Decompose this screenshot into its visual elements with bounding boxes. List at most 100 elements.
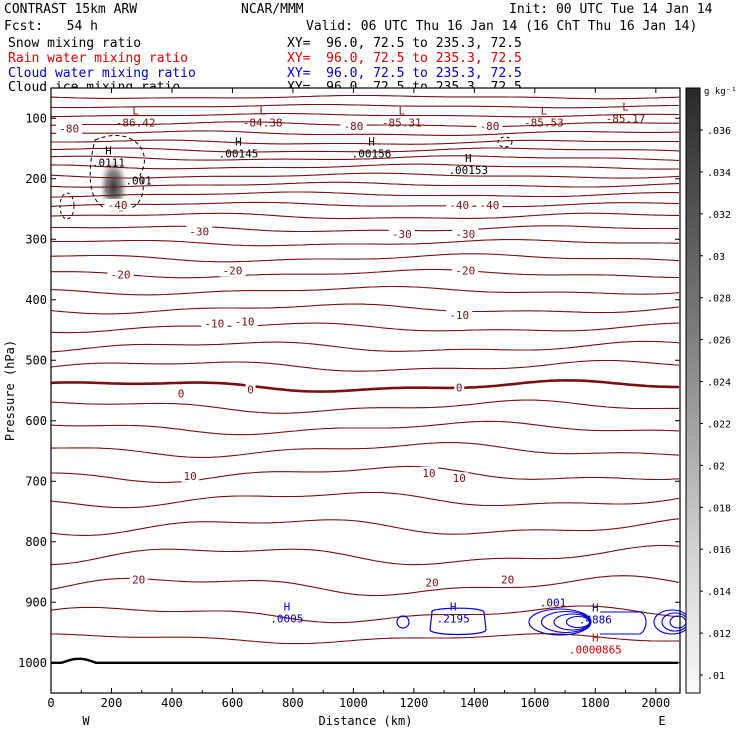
contour-label-bg: [176, 387, 187, 400]
contour-label-bg: [129, 573, 148, 586]
contour-label: -20: [111, 268, 131, 281]
colorbar-unit: g kg⁻¹: [704, 87, 737, 97]
contour-label-bg: [452, 264, 479, 277]
temperature-contour: [50, 378, 680, 393]
temperature-contour: [51, 191, 680, 198]
contour-label-bg: [476, 198, 503, 211]
colorbar-tick-label: .02: [707, 461, 725, 472]
y-tick-label: 100: [25, 111, 47, 125]
temperature-contour: [51, 442, 680, 458]
colorbar-tick-label: .032: [707, 210, 731, 221]
contour-label-bg: [104, 198, 131, 211]
temperature-contour: [50, 212, 679, 220]
cloud-water-contour: [429, 607, 487, 636]
colorbar-tick-label: .028: [707, 294, 731, 305]
x-tick-label: 1000: [339, 696, 368, 710]
x-axis-label: Distance (km): [319, 714, 413, 728]
org-label: NCAR/MMM: [241, 2, 304, 17]
contour-label: -40: [480, 199, 500, 212]
temperature-contour: [51, 225, 679, 233]
contour-label: -40: [108, 199, 128, 212]
colorbar-tick-label: .024: [707, 378, 731, 389]
valid-time: Valid: 06 UTC Thu 16 Jan 14 (16 ChT Thu …: [306, 19, 698, 34]
extremum-symbol: H: [465, 152, 472, 165]
extremum-symbol: H: [450, 601, 457, 614]
y-tick-label: 800: [25, 535, 47, 549]
extremum-value: .00156: [352, 148, 392, 161]
temperature-contour: [50, 155, 680, 161]
init-time: Init: 00 UTC Tue 14 Jan 14: [509, 2, 713, 17]
x-tick-label: 400: [161, 696, 183, 710]
contour-label: 0: [178, 388, 185, 401]
temperature-contour: [50, 491, 680, 509]
contour-label: -20: [223, 265, 243, 278]
temperature-contour: [51, 633, 680, 645]
temperature-contour: [51, 465, 680, 484]
contour-label: 10: [453, 472, 466, 485]
contour-label-bg: [476, 120, 503, 133]
contour-label-bg: [454, 381, 465, 394]
extremum-value: .00153: [448, 164, 488, 177]
y-tick-label: 600: [25, 414, 47, 428]
contour-label-bg: [446, 198, 473, 211]
temperature-contour: [50, 544, 680, 566]
temperature-contour: [50, 94, 680, 100]
forecast-hour: Fcst: 54 h: [4, 19, 98, 34]
contour-label: -40: [449, 199, 469, 212]
temperature-contour: [50, 518, 680, 536]
temperature-contour: [50, 303, 680, 315]
temperature-contour: [51, 163, 679, 170]
extremum-value: .00145: [219, 148, 259, 161]
east-endpoint-label: E: [658, 714, 665, 728]
temperature-contour: [51, 130, 679, 136]
contour-label: -80: [480, 120, 500, 133]
y-tick-label: 300: [25, 232, 47, 246]
contour-label: -20: [455, 265, 475, 278]
extremum-symbol: H: [235, 136, 242, 149]
contour-label-bg: [498, 573, 517, 586]
y-tick-label: 900: [25, 595, 47, 609]
contour-label-bg: [423, 576, 442, 589]
contour-label-bg: [107, 268, 134, 281]
temperature-contour: [50, 112, 680, 118]
temperature-contour: [50, 103, 679, 109]
contour-label: -30: [189, 225, 209, 238]
x-tick-label: 2000: [641, 696, 670, 710]
temperature-contour: [50, 322, 680, 334]
extremum-value: .4886: [579, 613, 612, 626]
contour-label: 20: [501, 573, 514, 586]
extremum-value: -85.53: [524, 117, 564, 130]
model-title: CONTRAST 15km ARW: [4, 2, 138, 17]
colorbar-tick-label: .01: [707, 671, 725, 682]
extremum-value: .0005: [270, 613, 303, 626]
extremum-value: .001: [125, 175, 152, 188]
colorbar-tick-label: .036: [707, 126, 731, 137]
contour-label: 20: [132, 573, 145, 586]
x-tick-label: 0: [47, 696, 54, 710]
y-tick-label: 200: [25, 172, 47, 186]
contour-label: 10: [422, 467, 435, 480]
colorbar-tick-label: .026: [707, 336, 731, 347]
field-rain-xy: XY= 96.0, 72.5 to 235.3, 72.5: [287, 51, 522, 66]
x-tick-label: 200: [101, 696, 123, 710]
contour-label: -80: [59, 123, 79, 136]
contour-label: 0: [247, 383, 254, 396]
cloud-water-contour: [565, 615, 591, 629]
contour-label-bg: [201, 317, 228, 330]
colorbar-tick-label: .012: [707, 629, 731, 640]
cloud-water-contour: [600, 611, 647, 635]
extremum-value: -86.42: [116, 117, 156, 130]
contour-label: -10: [204, 317, 224, 330]
contour-label: -30: [455, 228, 475, 241]
contour-label-bg: [388, 227, 415, 240]
field-snow-xy: XY= 96.0, 72.5 to 235.3, 72.5: [287, 36, 522, 51]
x-tick-label: 1200: [399, 696, 428, 710]
snow-dashed-contour: [59, 192, 75, 220]
extremum-symbol: H: [368, 136, 375, 149]
contour-label: -10: [235, 316, 255, 329]
extremum-symbol: H: [592, 632, 599, 645]
y-tick-label: 1000: [18, 656, 47, 670]
snow-dashed-contour: [497, 136, 513, 148]
extremum-symbol: L: [622, 100, 629, 113]
